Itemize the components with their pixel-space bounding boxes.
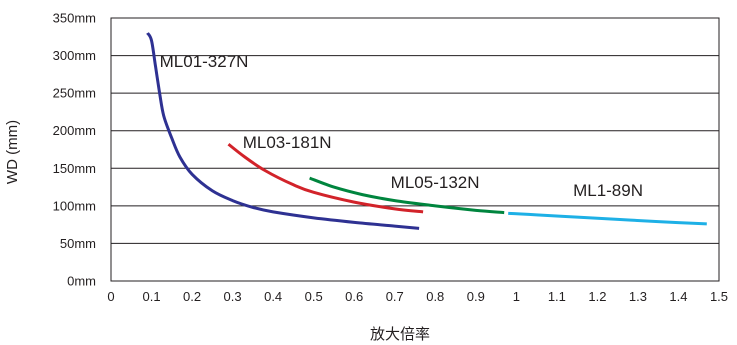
x-tick-label: 1.2 [588,289,606,304]
x-tick-label: 0.2 [183,289,201,304]
grid [111,55,719,244]
y-tick-label: 300mm [53,48,96,63]
y-tick-label: 150mm [53,161,96,176]
x-tick-label: 1.1 [548,289,566,304]
x-tick-label: 1.3 [629,289,647,304]
x-tick-label: 1.5 [710,289,728,304]
series-line-ml03-181n [227,143,424,214]
series-label-ml01-327n: ML01-327N [160,52,249,71]
series-line-ml1-89n [508,211,707,226]
x-axis-ticks: 0 0.1 0.2 0.3 0.4 0.5 0.6 0.7 0.8 0.9 1 1.1 1.2 1.3 1.… [107,289,728,304]
x-tick-label: 1.4 [669,289,687,304]
y-tick-label: 250mm [53,86,96,101]
x-tick-label: 0.1 [142,289,160,304]
x-tick-label: 0.7 [386,289,404,304]
x-tick-label: 0 [107,289,114,304]
series-label-ml1-89n: ML1-89N [573,181,643,200]
x-tick-label: 0.3 [224,289,242,304]
x-tick-label: 0.6 [345,289,363,304]
x-axis-title: 放大倍率 [370,326,430,343]
x-tick-label: 0.8 [426,289,444,304]
series-label-ml05-132n: ML05-132N [391,173,480,192]
y-tick-label: 50mm [60,236,96,251]
x-tick-label: 0.4 [264,289,282,304]
series-line-ml01-327n [146,32,420,230]
x-tick-label: 1 [513,289,520,304]
y-axis-title: WD (mm) [4,120,21,184]
plot-frame [110,17,720,282]
y-tick-label: 100mm [53,198,96,213]
series-group: ML01-327N ML03-181N ML05-132N ML1-89N [146,32,707,230]
y-tick-label: 0mm [67,274,96,289]
y-axis-ticks: 0mm 50mm 100mm 150mm 200mm 250mm 300mm 350mm [53,11,96,289]
y-tick-label: 200mm [53,123,96,138]
y-tick-label: 350mm [53,11,96,26]
x-tick-label: 0.9 [467,289,485,304]
x-tick-label: 0.5 [305,289,323,304]
series-line-ml05-132n [309,176,505,215]
series-label-ml03-181n: ML03-181N [243,133,332,152]
